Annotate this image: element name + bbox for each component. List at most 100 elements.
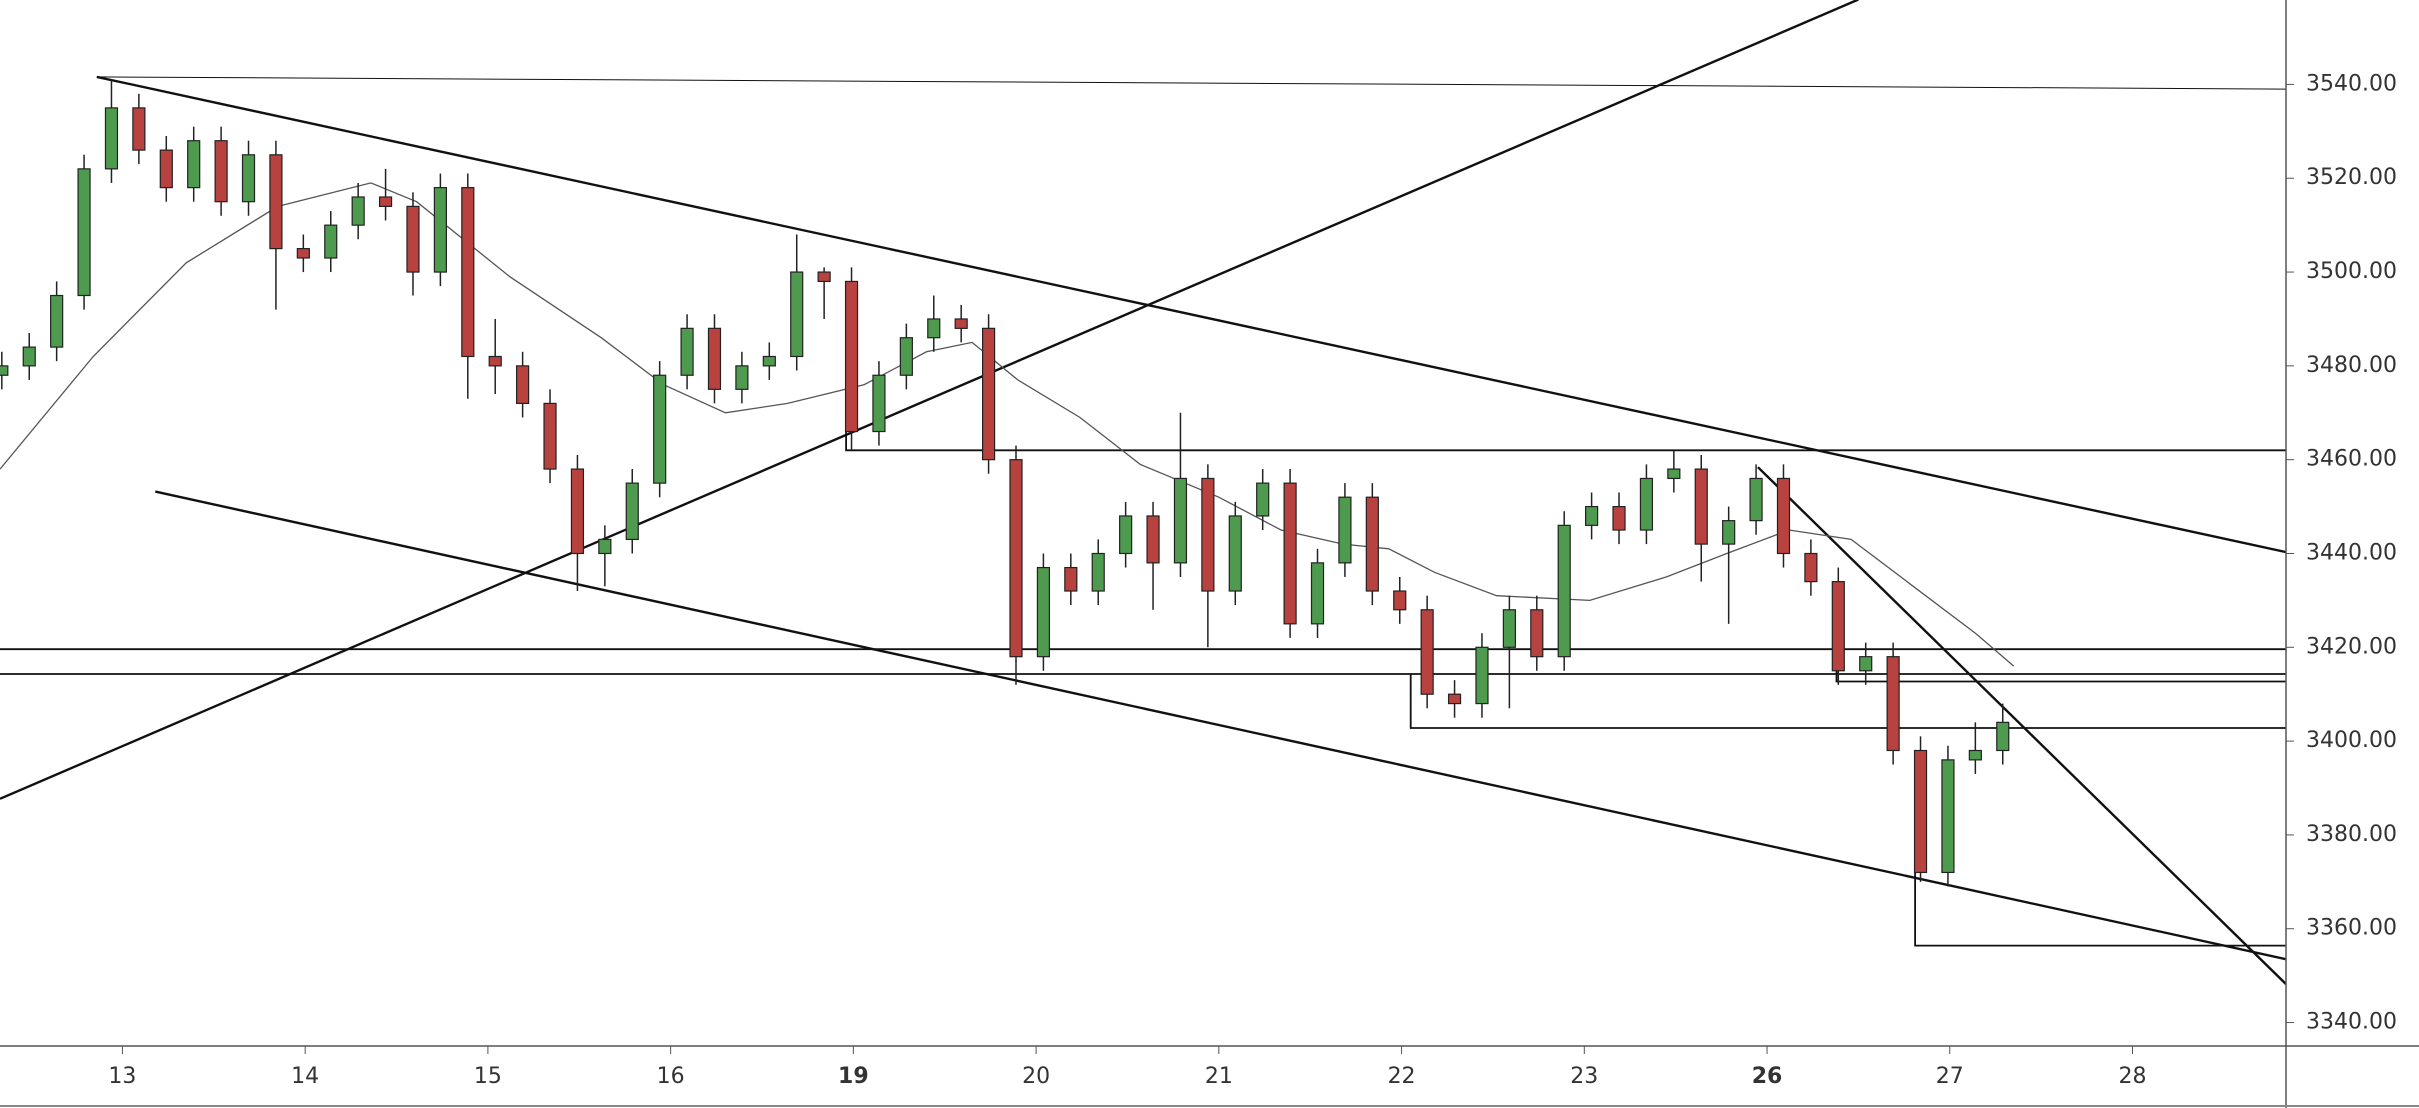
- candle-body: [1146, 515, 1160, 564]
- x-tick-label: 16: [657, 1064, 685, 1089]
- candle-body: [1338, 496, 1352, 564]
- candle-body: [1667, 468, 1681, 480]
- candle-body: [1310, 562, 1325, 625]
- candle-body: [132, 107, 146, 151]
- candle-body: [1557, 524, 1571, 658]
- y-tick-label: 3480.00: [2306, 353, 2397, 378]
- candle-body: [0, 365, 9, 376]
- candle-body: [625, 482, 639, 541]
- candle-body: [680, 327, 694, 376]
- y-tick-label: 3500.00: [2306, 259, 2397, 284]
- candle-body: [1585, 505, 1599, 526]
- candle-body: [1064, 566, 1078, 592]
- candle-body: [296, 248, 310, 259]
- candle-body: [433, 187, 447, 273]
- y-tick-label: 3340.00: [2306, 1010, 2397, 1035]
- candle-body: [50, 294, 64, 348]
- candle-body: [1091, 552, 1105, 592]
- candle-body: [1749, 477, 1763, 522]
- candle-body: [461, 187, 475, 358]
- x-tick-label: 21: [1205, 1064, 1233, 1089]
- y-tick-label: 3420.00: [2306, 634, 2397, 659]
- trend-line: [96, 76, 2286, 90]
- x-tick-label: 19: [838, 1064, 869, 1089]
- x-tick-label: 26: [1752, 1064, 1783, 1089]
- candle-body: [406, 205, 420, 273]
- x-tick-label: 15: [474, 1064, 502, 1089]
- candle-body: [1694, 468, 1708, 545]
- candle-body: [543, 402, 557, 470]
- trend-line: [1757, 466, 2286, 985]
- candle-body: [1420, 609, 1434, 695]
- trend-line: [845, 403, 2286, 452]
- candle-body: [954, 318, 968, 329]
- candle-body: [570, 468, 585, 555]
- candle-body: [1913, 749, 1928, 874]
- candle-body: [1804, 552, 1818, 583]
- x-tick-label: 14: [291, 1064, 319, 1089]
- candle-body: [762, 355, 776, 367]
- candle-body: [598, 538, 612, 555]
- x-tick-label: 27: [1936, 1064, 1964, 1089]
- candle-body: [77, 168, 91, 297]
- trend-line: [1835, 655, 2286, 683]
- candle-body: [351, 196, 365, 226]
- y-tick-label: 3460.00: [2306, 447, 2397, 472]
- candle-body: [981, 327, 996, 461]
- candle-body: [653, 374, 667, 484]
- candle-body: [1886, 656, 1900, 752]
- moving-average: [0, 182, 2015, 667]
- trend-line: [1409, 674, 2286, 729]
- candle-body: [817, 271, 831, 283]
- trend-line: [155, 490, 2286, 961]
- y-tick-label: 3380.00: [2306, 822, 2397, 847]
- y-tick-label: 3400.00: [2306, 728, 2397, 753]
- x-tick-label: 13: [108, 1064, 136, 1089]
- trend-line: [1914, 872, 2286, 947]
- candle-body: [844, 280, 859, 433]
- candle-body: [1612, 505, 1626, 531]
- candle-body: [1639, 477, 1654, 531]
- candle-body: [1201, 477, 1215, 592]
- candle-body: [1475, 646, 1489, 705]
- candle-body: [1996, 721, 2010, 752]
- candle-body: [790, 271, 804, 358]
- y-tick-label: 3520.00: [2306, 165, 2397, 190]
- candle-body: [269, 154, 283, 250]
- candle-body: [872, 374, 886, 433]
- candle-body: [1831, 581, 1845, 672]
- y-tick-label: 3360.00: [2306, 916, 2397, 941]
- candle-body: [1941, 759, 1955, 874]
- x-tick-label: 20: [1022, 1064, 1050, 1089]
- candle-body: [516, 365, 530, 404]
- plot-area: [0, 0, 2286, 985]
- candle-body: [1447, 693, 1462, 705]
- candle-body: [1393, 590, 1407, 611]
- candle-body: [899, 337, 913, 376]
- candle-body: [214, 140, 228, 203]
- candle-body: [159, 149, 173, 189]
- candle-body: [187, 140, 201, 189]
- candle-body: [1036, 566, 1051, 658]
- trend-line: [96, 75, 2286, 554]
- candle-body: [1256, 482, 1270, 517]
- candle-body: [1722, 520, 1736, 545]
- candle-body: [1119, 515, 1133, 555]
- candle-body: [1859, 656, 1873, 672]
- candle-body: [1776, 477, 1791, 555]
- x-tick-label: 23: [1570, 1064, 1598, 1089]
- candle-body: [241, 154, 256, 203]
- candle-body: [22, 346, 36, 367]
- candle-body: [927, 318, 941, 339]
- candle-body: [1009, 459, 1023, 658]
- y-tick-label: 3540.00: [2306, 71, 2397, 96]
- candle-body: [1530, 609, 1544, 658]
- candle-body: [1173, 477, 1188, 564]
- candle-body: [378, 196, 393, 207]
- x-tick-label: 28: [2119, 1064, 2147, 1089]
- candle-body: [735, 365, 749, 390]
- candle-body: [104, 107, 119, 170]
- candle-body: [707, 327, 722, 390]
